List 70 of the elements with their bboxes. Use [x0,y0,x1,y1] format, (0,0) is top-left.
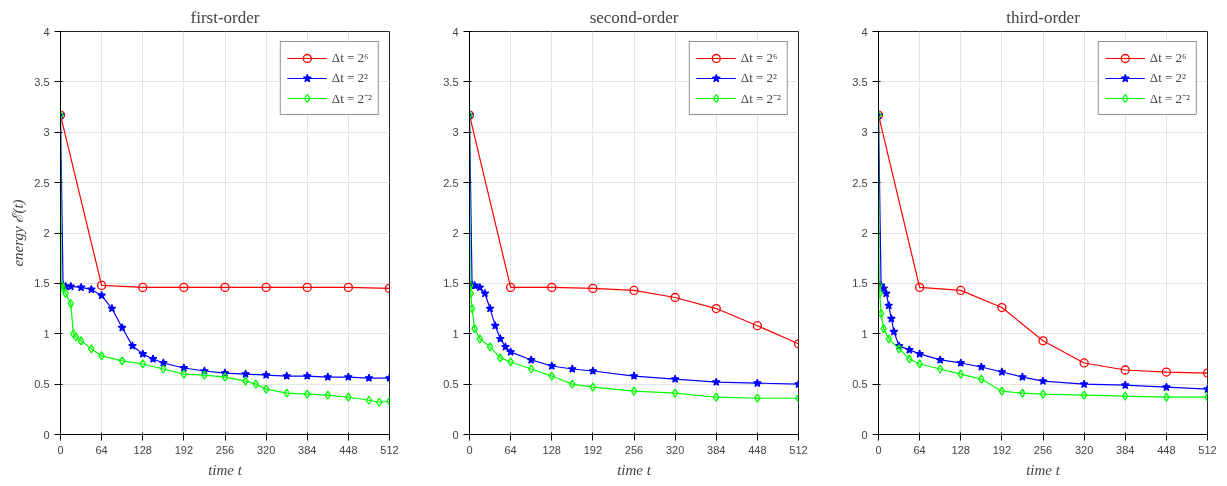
y-tick-label: 3.5 [443,75,459,88]
y-tick-label: 1 [452,327,459,340]
x-axis-title: time t [208,461,243,478]
y-tick-label: 0.5 [34,378,50,391]
x-tick-label: 0 [875,443,882,456]
x-tick-label: 384 [707,443,726,456]
x-tick-label: 448 [339,443,358,456]
y-tick-label: 2.5 [443,176,459,189]
legend-label: Δt = 2² [1149,70,1186,86]
y-tick-label: 1.5 [443,277,459,290]
y-tick-label: 2 [452,227,459,239]
x-tick-label: 64 [913,443,926,456]
x-tick-label: 320 [256,443,276,456]
y-tick-label: 0.5 [443,378,459,391]
legend-label: Δt = 2⁻² [1149,90,1190,107]
x-tick-label: 512 [1198,443,1217,456]
x-tick-label: 512 [380,443,399,456]
legend-label: Δt = 2⁶ [740,50,778,66]
y-tick-label: 4 [452,25,459,38]
y-tick-label: 1.5 [34,277,50,290]
y-tick-label: 3.5 [34,75,50,88]
y-tick-label: 4 [861,25,868,38]
y-tick-label: 1.5 [852,277,868,290]
y-tick-label: 0.5 [852,378,868,391]
x-tick-label: 256 [1033,443,1053,456]
x-tick-label: 64 [504,443,517,456]
y-tick-label: 3 [43,126,50,139]
chart-title: first-order [190,7,260,27]
x-tick-label: 128 [951,443,970,456]
y-tick-label: 0 [861,428,868,441]
y-tick-label: 1 [861,327,868,340]
x-tick-label: 192 [992,443,1012,456]
y-tick-label: 0 [43,428,50,441]
legend-label: Δt = 2⁶ [1149,50,1187,66]
x-tick-label: 128 [542,443,561,456]
y-tick-label: 2.5 [34,176,50,189]
x-tick-label: 448 [1157,443,1176,456]
legend-label: Δt = 2⁻² [740,90,781,107]
y-tick-label: 3.5 [852,75,868,88]
y-tick-label: 3 [452,126,459,139]
y-tick-label: 3 [861,126,868,139]
y-tick-label: 2.5 [852,176,868,189]
x-tick-label: 256 [215,443,235,456]
y-tick-label: 4 [43,25,50,38]
x-tick-label: 448 [748,443,767,456]
x-tick-label: 384 [298,443,317,456]
legend-label: Δt = 2⁶ [331,50,369,66]
x-tick-label: 0 [466,443,473,456]
y-tick-label: 2 [43,227,50,239]
x-tick-label: 512 [789,443,808,456]
y-tick-label: 1 [43,327,50,340]
chart-title: third-order [1006,7,1081,27]
x-tick-label: 320 [1074,443,1094,456]
x-tick-label: 384 [1116,443,1135,456]
legend-label: Δt = 2² [331,70,368,86]
x-tick-label: 256 [624,443,644,456]
x-tick-label: 320 [665,443,685,456]
chart-title: second-order [589,7,679,27]
y-tick-label: 0 [452,428,459,441]
x-tick-label: 192 [174,443,194,456]
y-axis-title: energy ℰ(t) [10,199,28,267]
legend-label: Δt = 2² [740,70,777,86]
x-tick-label: 64 [95,443,108,456]
x-axis-title: time t [1026,461,1061,478]
x-axis-title: time t [617,461,652,478]
x-tick-label: 128 [133,443,152,456]
y-tick-label: 2 [861,227,868,239]
x-tick-label: 192 [583,443,603,456]
x-tick-label: 0 [57,443,64,456]
legend-label: Δt = 2⁻² [331,90,372,107]
